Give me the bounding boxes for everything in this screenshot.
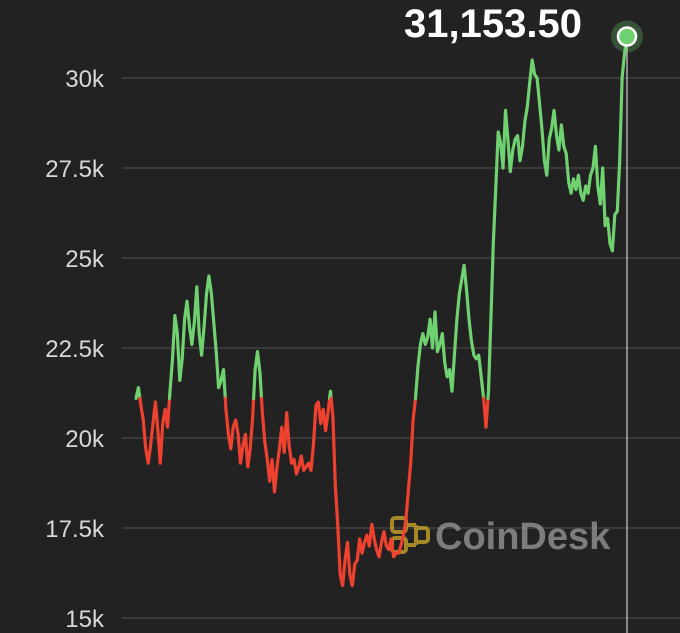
y-tick-label: 20k [65, 426, 105, 453]
y-tick-label: 30k [65, 66, 105, 93]
price-segment-above-open [328, 389, 333, 400]
price-segment-below-open [223, 396, 256, 469]
coindesk-watermark: CoinDesk [390, 516, 611, 558]
price-segment-below-open [329, 396, 418, 588]
y-tick-label: 27.5k [45, 156, 105, 183]
y-tick-label: 17.5k [45, 516, 105, 543]
y-tick-label: 22.5k [45, 336, 105, 363]
price-segment-above-open [413, 263, 486, 400]
price-segment-above-open [167, 274, 227, 400]
price-segment-below-open [259, 396, 332, 494]
price-line [134, 34, 629, 588]
price-segment-below-open [138, 396, 172, 465]
current-price-label: 31,153.50 [404, 2, 582, 46]
coindesk-wordmark: CoinDesk [435, 516, 611, 558]
price-segment-above-open [486, 34, 629, 400]
y-tick-label: 15k [65, 606, 105, 633]
price-segment-above-open [134, 386, 142, 400]
coindesk-logo-icon [390, 516, 430, 554]
y-tick-label: 25k [65, 246, 105, 273]
y-axis-ticks: 15k 17.5k 20k 22.5k 25k 27.5k 30k [45, 66, 105, 633]
current-price-marker [616, 26, 638, 47]
price-segment-below-open [482, 396, 490, 429]
price-segment-above-open [252, 350, 264, 400]
